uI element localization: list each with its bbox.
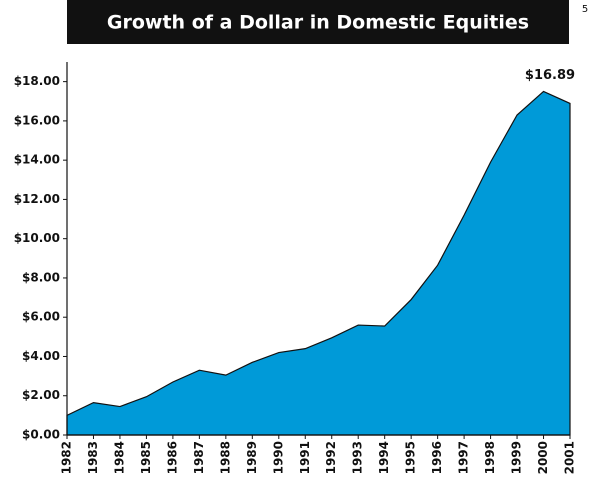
value-label: $16.89: [525, 68, 575, 83]
x-tick-label: 1984: [112, 441, 126, 474]
y-tick-label: $8.00: [22, 270, 60, 284]
y-tick-label: $6.00: [22, 310, 60, 324]
y-tick-label: $14.00: [14, 153, 60, 167]
x-tick-label: 1992: [324, 441, 338, 474]
x-tick-label: 1989: [245, 441, 259, 474]
x-tick-label: 2000: [536, 441, 550, 474]
x-tick-label: 1990: [271, 441, 285, 474]
y-tick-label: $12.00: [14, 192, 60, 206]
title-box: [67, 0, 569, 44]
y-tick-label: $10.00: [14, 231, 60, 245]
chart-title: Growth of a Dollar in Domestic Equities: [107, 12, 529, 34]
y-tick-label: $2.00: [22, 388, 60, 402]
x-tick-label: 1998: [483, 441, 497, 474]
x-tick-label: 1999: [510, 441, 524, 474]
x-tick-label: 1983: [86, 441, 100, 474]
y-tick-label: $0.00: [22, 428, 60, 442]
x-tick-label: 1997: [457, 441, 471, 474]
area: [66, 90, 571, 436]
x-tick-label: 1988: [218, 441, 232, 474]
x-tick-label: 1995: [404, 441, 418, 474]
x-tick-label: 1986: [165, 441, 179, 474]
x-tick-label: 1987: [192, 441, 206, 474]
x-tick-label: 1985: [139, 441, 153, 474]
page-number: 5: [582, 4, 588, 15]
y-tick-label: $16.00: [14, 113, 60, 127]
y-tick-label: $4.00: [22, 349, 60, 363]
x-tick-label: 1982: [60, 441, 74, 474]
x-tick-label: 2001: [563, 441, 577, 474]
x-tick-label: 1996: [430, 441, 444, 474]
x-tick-label: 1991: [298, 441, 312, 474]
x-tick-label: 1994: [377, 441, 391, 474]
x-tick-label: 1993: [351, 441, 365, 474]
y-tick-label: $18.00: [14, 74, 60, 88]
